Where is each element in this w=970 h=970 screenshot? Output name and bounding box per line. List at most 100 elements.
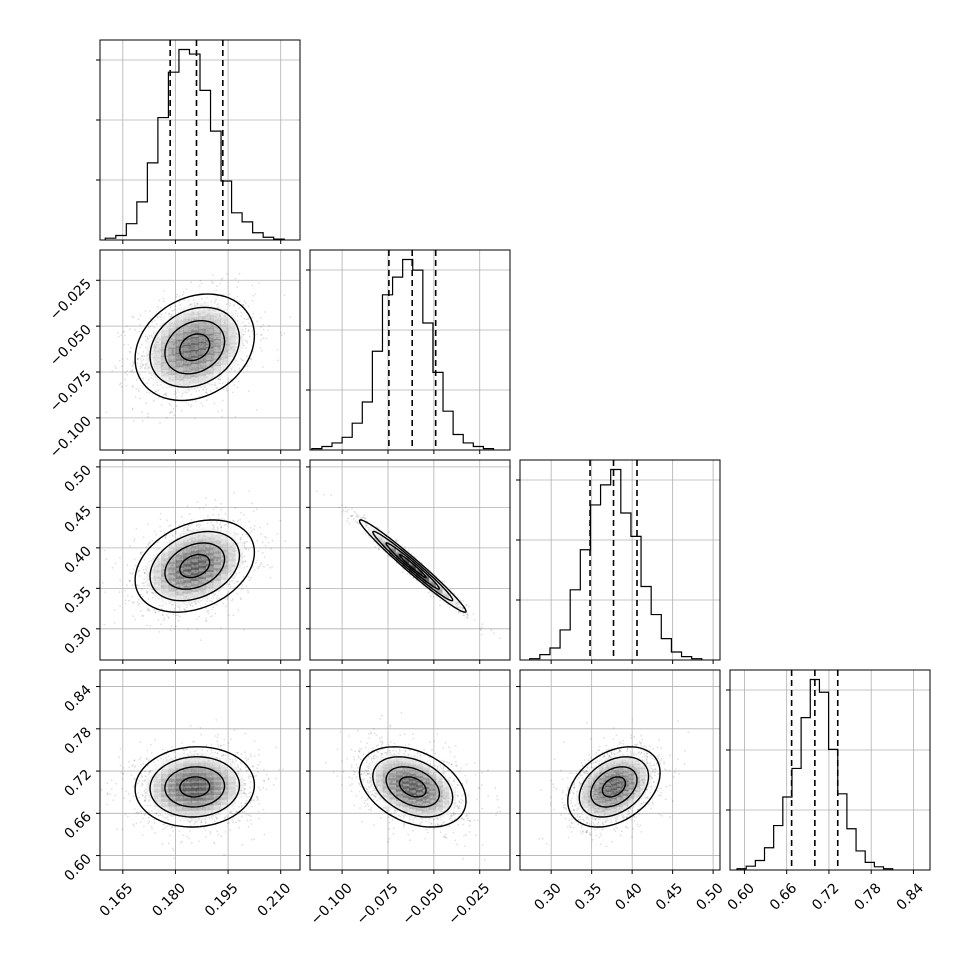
sample-point	[211, 274, 214, 276]
sample-point	[468, 605, 470, 608]
sample-point	[154, 390, 157, 393]
sample-point	[236, 295, 239, 298]
histogram-panel-3	[516, 459, 721, 664]
sample-point	[152, 384, 155, 386]
sample-point	[283, 332, 286, 335]
sample-point	[233, 384, 236, 386]
sample-point	[182, 293, 184, 296]
sample-point	[215, 597, 218, 599]
sample-point	[280, 334, 283, 336]
sample-point	[141, 343, 143, 346]
sample-point	[241, 533, 244, 536]
sample-point	[263, 565, 265, 568]
sample-point	[180, 409, 183, 412]
sample-point	[185, 401, 188, 404]
sample-point	[367, 526, 370, 529]
sample-point	[238, 805, 241, 808]
sample-point	[168, 842, 170, 845]
sample-point	[163, 393, 166, 395]
sample-point	[251, 530, 254, 533]
sample-point	[432, 595, 435, 598]
sample-point	[396, 539, 399, 542]
sample-point	[259, 317, 262, 319]
sample-point	[277, 359, 279, 362]
sample-point	[175, 614, 178, 617]
sample-point	[217, 303, 220, 305]
sample-point	[142, 568, 145, 571]
sample-point	[262, 328, 265, 331]
density-panel-1-4: 0.600.660.720.780.840.165 0.180 0.195 0.210	[61, 669, 301, 920]
sample-point	[152, 399, 155, 402]
sample-point	[220, 627, 222, 630]
sample-point	[218, 382, 221, 384]
sample-point	[175, 396, 178, 398]
sample-point	[189, 525, 191, 528]
sample-point	[236, 386, 239, 389]
sample-point	[264, 544, 267, 547]
sample-point	[238, 300, 241, 302]
sample-point	[111, 370, 114, 372]
sample-point	[216, 604, 219, 606]
sample-point	[204, 603, 207, 605]
sample-point	[462, 600, 465, 602]
sample-point	[344, 506, 347, 509]
sample-point	[141, 360, 144, 362]
sample-point	[214, 382, 216, 384]
sample-point	[144, 310, 147, 312]
sample-point	[244, 339, 247, 342]
sample-point	[378, 548, 380, 550]
sample-point	[260, 350, 263, 352]
sample-point	[459, 605, 461, 608]
sample-point	[344, 510, 347, 513]
sample-point	[211, 600, 214, 603]
sample-point	[219, 521, 222, 524]
sample-point	[129, 346, 132, 349]
sample-point	[127, 599, 130, 602]
sample-point	[238, 307, 241, 309]
sample-point	[162, 290, 165, 292]
sample-point	[215, 298, 218, 301]
sample-point	[128, 580, 131, 583]
sample-point	[347, 508, 349, 511]
sample-point	[250, 576, 253, 579]
sample-point	[342, 509, 345, 512]
sample-point	[243, 555, 246, 558]
sample-point	[238, 369, 241, 372]
sample-point	[137, 390, 140, 393]
sample-point	[161, 604, 164, 607]
sample-point	[196, 302, 199, 305]
sample-point	[257, 550, 260, 552]
sample-point	[218, 597, 221, 599]
sample-point	[247, 330, 250, 332]
sample-point	[222, 382, 224, 385]
sample-point	[169, 524, 172, 527]
sample-point	[119, 605, 121, 608]
sample-point	[166, 614, 168, 616]
sample-point	[231, 598, 234, 600]
sample-point	[195, 603, 197, 605]
sample-point	[128, 328, 131, 330]
sample-point	[260, 333, 263, 336]
sample-point	[276, 349, 279, 351]
sample-point	[142, 615, 145, 617]
sample-point	[241, 359, 243, 361]
y-tick-label: −0.025	[47, 276, 95, 324]
sample-point	[135, 527, 138, 530]
sample-point	[241, 584, 243, 586]
sample-point	[246, 565, 249, 568]
sample-point	[131, 369, 134, 372]
sample-point	[166, 519, 168, 522]
sample-point	[233, 303, 236, 306]
sample-point	[249, 801, 252, 804]
density-cell	[228, 531, 236, 540]
sample-point	[225, 387, 228, 390]
sample-point	[121, 365, 123, 367]
sample-point	[251, 316, 254, 319]
sample-point	[182, 527, 185, 530]
sample-point	[247, 329, 250, 331]
sample-point	[257, 753, 260, 756]
sample-point	[226, 273, 229, 275]
sample-point	[205, 391, 207, 394]
sample-point	[279, 331, 282, 334]
sample-point	[219, 282, 222, 285]
